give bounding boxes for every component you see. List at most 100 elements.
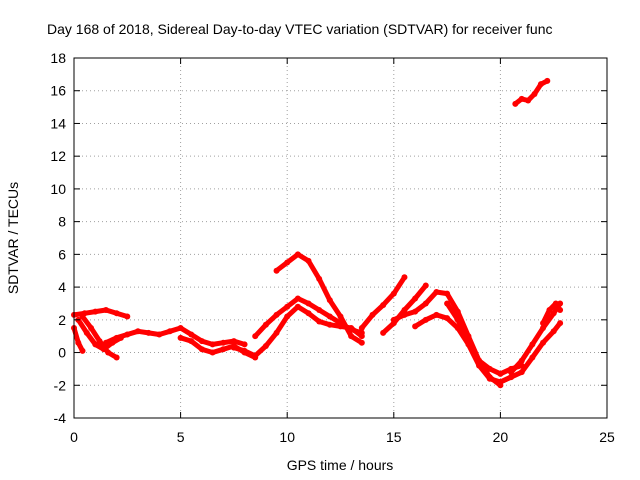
data-point: [550, 328, 557, 335]
data-point: [284, 303, 291, 310]
data-point: [145, 329, 152, 336]
x-tick-label: 15: [386, 429, 402, 445]
data-point: [198, 338, 205, 345]
data-point: [358, 325, 365, 331]
data-point: [230, 344, 237, 351]
data-point: [531, 91, 538, 97]
data-point: [88, 325, 95, 331]
data-point: [96, 338, 103, 345]
data-point: [540, 339, 547, 346]
data-point: [113, 354, 120, 361]
data-point: [209, 341, 216, 348]
data-point: [486, 365, 493, 372]
data-point: [380, 302, 387, 309]
data-point: [358, 339, 365, 346]
data-point: [92, 308, 99, 315]
data-point: [465, 338, 472, 345]
data-point: [294, 251, 301, 258]
series-track-17: [540, 301, 563, 326]
data-point: [113, 334, 120, 341]
data-point: [102, 307, 109, 313]
data-point: [316, 275, 323, 282]
data-point: [305, 300, 312, 307]
data-point: [422, 316, 429, 323]
data-point: [209, 349, 216, 356]
data-point: [529, 354, 536, 361]
data-point: [401, 311, 408, 318]
data-point: [444, 300, 451, 307]
data-point: [79, 313, 86, 320]
data-point: [316, 318, 323, 325]
data-point: [550, 310, 557, 317]
data-point: [508, 374, 515, 381]
data-point: [241, 347, 248, 354]
data-point: [557, 320, 564, 327]
data-point: [348, 333, 355, 340]
data-point: [92, 341, 99, 348]
data-point: [273, 311, 280, 318]
y-tick-label: 0: [58, 345, 66, 361]
data-point: [544, 77, 551, 84]
data-point: [476, 357, 483, 364]
data-point: [198, 346, 205, 353]
x-axis-label: GPS time / hours: [287, 457, 394, 473]
data-point: [508, 369, 515, 376]
data-point: [540, 320, 547, 327]
data-point: [486, 375, 493, 382]
data-point: [552, 300, 559, 307]
data-point: [262, 343, 269, 349]
data-point: [134, 328, 141, 335]
data-point: [412, 308, 419, 315]
data-point: [518, 95, 525, 102]
data-point: [518, 357, 525, 364]
data-point: [412, 295, 419, 302]
y-tick-label: 14: [50, 115, 66, 131]
data-point: [75, 339, 82, 346]
data-point: [412, 323, 419, 330]
data-point: [294, 303, 301, 310]
data-point: [316, 307, 323, 313]
data-point: [529, 341, 536, 348]
y-tick-label: 16: [50, 83, 66, 99]
data-point: [401, 274, 408, 281]
data-point: [252, 352, 259, 359]
data-point: [518, 369, 525, 376]
plot-frame: [73, 57, 608, 419]
data-series: [71, 77, 564, 389]
data-point: [166, 328, 173, 335]
data-point: [433, 311, 440, 318]
x-tick-label: 25: [599, 429, 615, 445]
data-point: [390, 316, 397, 323]
data-point: [326, 313, 333, 320]
y-tick-label: 18: [50, 50, 66, 66]
y-tick-label: -4: [54, 410, 67, 426]
data-point: [177, 334, 184, 341]
data-point: [305, 257, 312, 264]
data-point: [546, 307, 553, 313]
data-point: [177, 325, 184, 331]
data-point: [156, 331, 163, 338]
data-point: [369, 311, 376, 318]
data-point: [444, 290, 451, 297]
data-point: [422, 300, 429, 307]
data-point: [537, 81, 544, 88]
data-point: [358, 329, 365, 336]
data-point: [284, 259, 291, 266]
data-point: [337, 313, 344, 320]
data-point: [540, 325, 547, 331]
data-point: [305, 310, 312, 317]
data-point: [105, 349, 112, 356]
data-point: [512, 100, 519, 107]
data-point: [124, 313, 131, 320]
x-tick-label: 10: [279, 429, 295, 445]
x-tick-label: 0: [70, 429, 78, 445]
x-tick-label: 20: [493, 429, 509, 445]
data-point: [525, 97, 532, 104]
data-point: [83, 329, 90, 336]
data-point: [557, 307, 564, 313]
data-point: [241, 341, 248, 348]
series-track-13: [412, 312, 514, 385]
grid-lines: [74, 58, 607, 418]
